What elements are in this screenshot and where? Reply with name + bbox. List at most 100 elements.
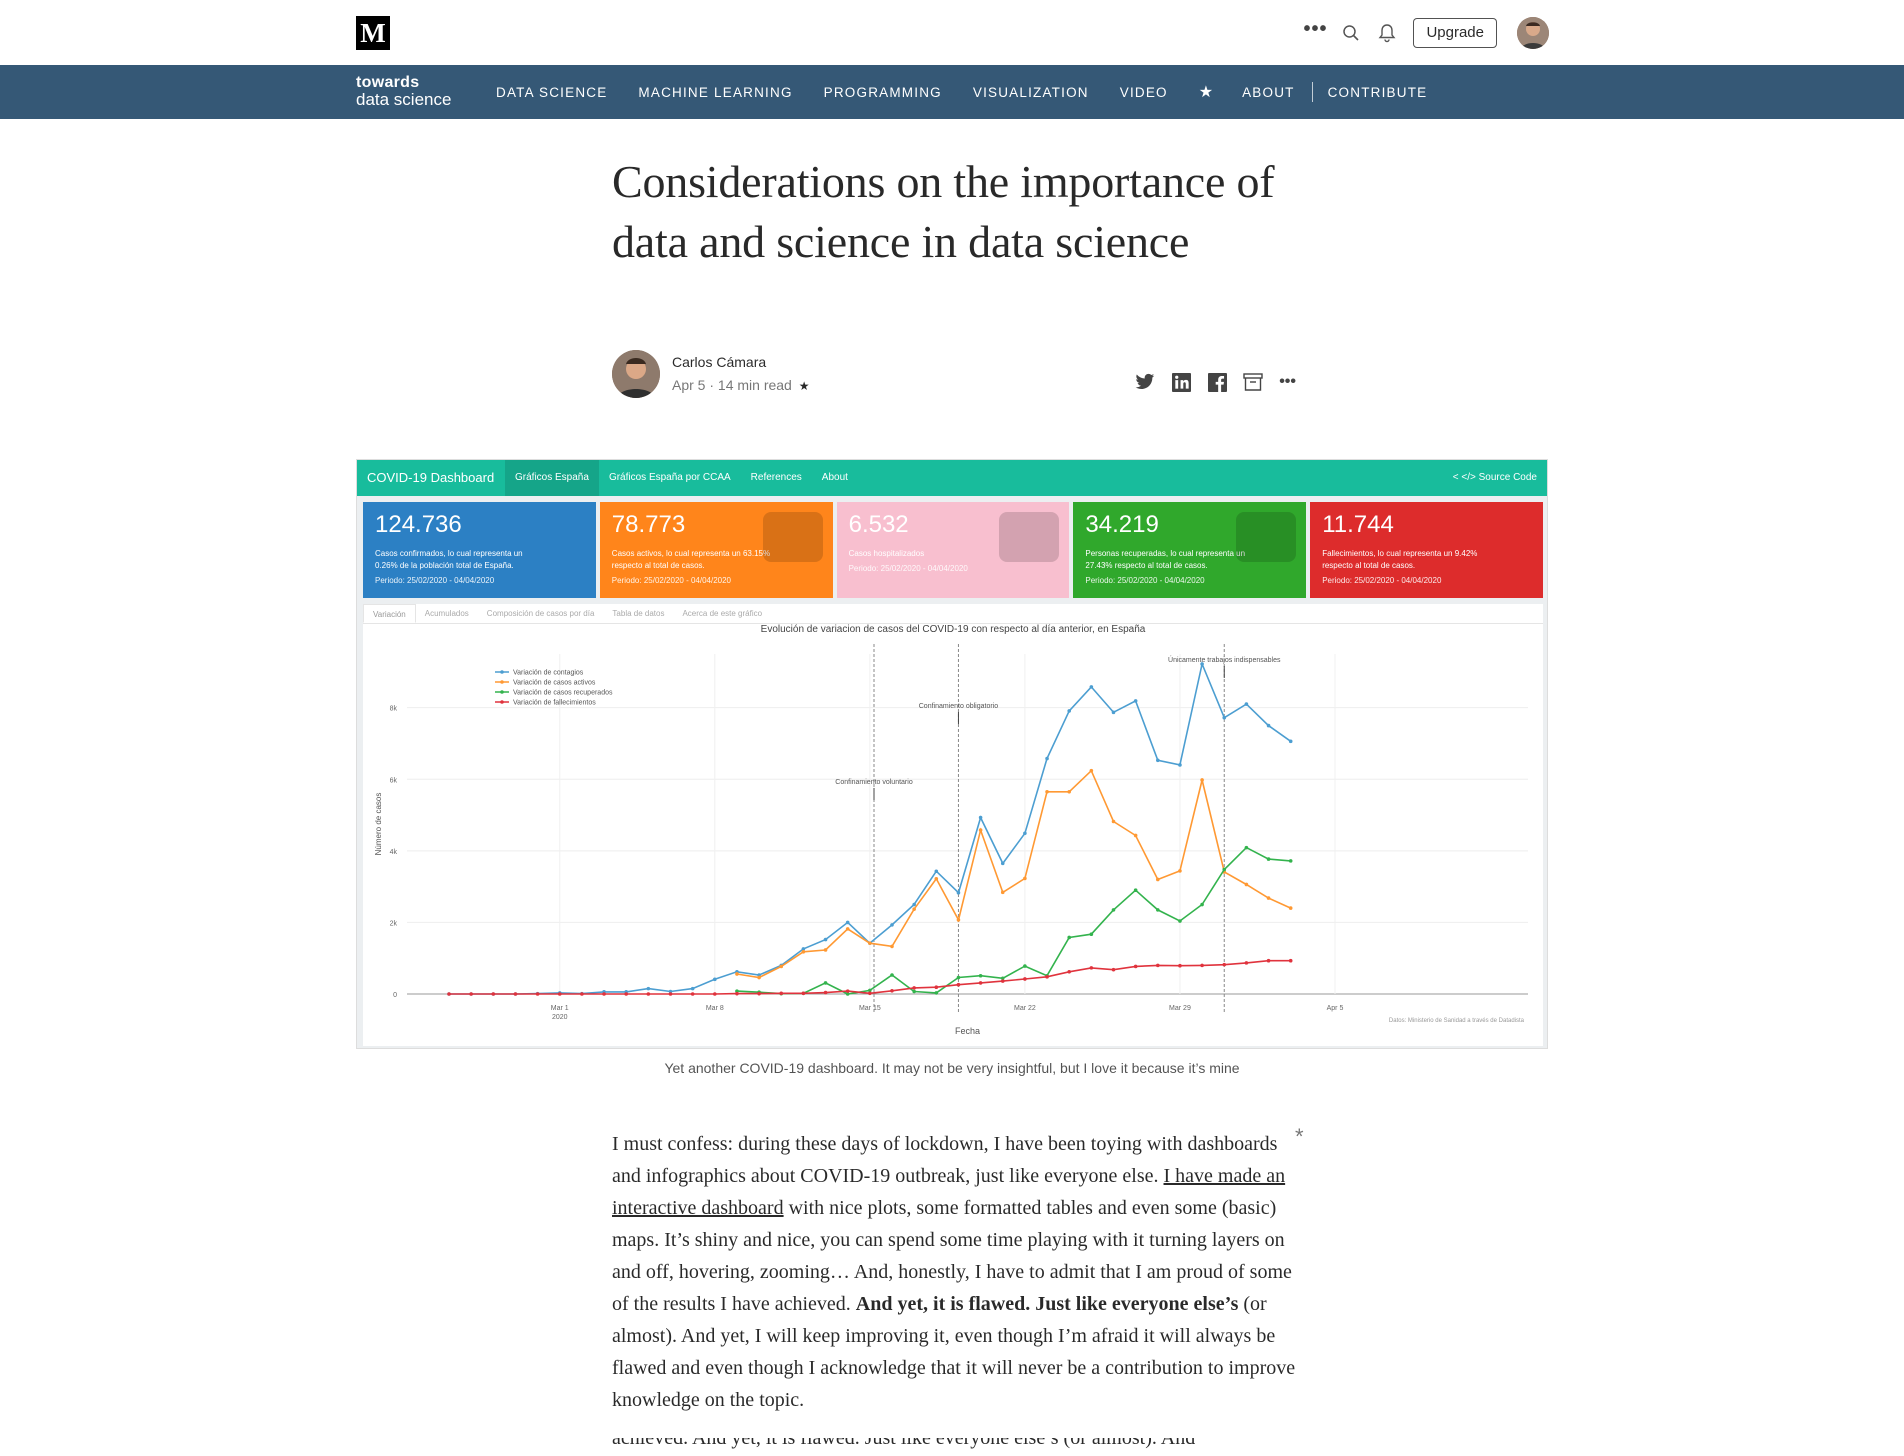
nav-video[interactable]: VIDEO — [1119, 84, 1168, 100]
paragraph-text: I must confess: during these days of loc… — [612, 1133, 1278, 1187]
data-point — [1089, 966, 1094, 970]
value-period: Periodo: 25/02/2020 - 04/04/2020 — [375, 576, 495, 585]
legend-marker — [500, 700, 504, 704]
data-point — [1023, 964, 1027, 968]
data-point — [1133, 833, 1138, 838]
value-number: 124.736 — [375, 511, 462, 538]
logo-line-1: towards — [356, 74, 420, 91]
data-point — [1156, 908, 1160, 912]
data-point — [779, 964, 784, 969]
chart-tab: Composición de casos por día — [486, 609, 595, 618]
data-point — [890, 923, 894, 927]
author-name[interactable]: Carlos Cámara — [672, 354, 767, 370]
data-point — [735, 989, 739, 993]
facebook-icon[interactable] — [1207, 372, 1227, 392]
data-point — [1244, 702, 1249, 706]
data-point — [868, 988, 872, 993]
dashboard-link[interactable]: I have made an interactive dashboard — [612, 1165, 1286, 1219]
nav-visualization[interactable]: VISUALIZATION — [972, 84, 1089, 100]
search-icon[interactable] — [1333, 16, 1369, 50]
data-point — [1288, 906, 1293, 910]
medium-logo[interactable]: M — [356, 16, 390, 50]
data-point — [513, 992, 518, 996]
data-point — [1067, 709, 1071, 713]
doctor-icon — [1236, 512, 1297, 562]
linkedin-icon[interactable] — [1171, 372, 1191, 392]
share-actions: ••• — [1135, 372, 1296, 392]
data-point — [1023, 831, 1027, 836]
source-note: Datos: Ministerio de Sanidad a través de… — [1389, 1018, 1525, 1024]
nav-about[interactable]: ABOUT — [1242, 84, 1295, 100]
data-point — [1000, 890, 1005, 895]
legend-marker — [500, 690, 504, 694]
data-point — [978, 973, 983, 978]
upgrade-button[interactable]: Upgrade — [1413, 18, 1497, 48]
data-point — [602, 992, 606, 996]
towards-data-science-logo[interactable]: towards data science — [356, 74, 451, 108]
bookmark-archive-icon[interactable] — [1243, 372, 1263, 392]
author-avatar[interactable] — [612, 350, 660, 398]
data-point — [1133, 699, 1138, 703]
data-point — [1200, 963, 1204, 968]
dashboard-tab: Gráficos España por CCAA — [608, 472, 731, 483]
data-point — [1244, 882, 1249, 887]
more-options-icon[interactable]: ••• — [1303, 18, 1328, 40]
data-point — [934, 985, 939, 989]
legend-marker — [500, 680, 504, 684]
data-point — [713, 992, 717, 996]
nav-programming[interactable]: PROGRAMMING — [823, 84, 942, 100]
data-point — [469, 992, 473, 996]
star-icon[interactable]: ★ — [1198, 84, 1214, 101]
data-point — [735, 972, 739, 976]
data-point — [912, 989, 916, 994]
data-point — [978, 981, 983, 985]
value-text: Casos activos, lo cual representa un 63.… — [611, 549, 771, 570]
data-point — [757, 973, 761, 977]
event-annotation: Confinamiento obligatorio — [919, 703, 998, 710]
article-paragraph: I must confess: during these days of loc… — [612, 1128, 1296, 1416]
chart-tab: Acumulados — [424, 609, 469, 618]
more-share-options-icon[interactable]: ••• — [1279, 373, 1296, 390]
data-point — [1023, 977, 1027, 981]
chart-tab: Variación — [363, 604, 416, 623]
data-point — [1178, 919, 1182, 923]
data-point — [1156, 758, 1160, 763]
value-text: Casos hospitalizados — [848, 549, 925, 558]
date-read-time: Apr 5 · 14 min read — [672, 377, 792, 393]
data-point — [823, 937, 828, 942]
paragraph-text: with nice plots, some formatted tables a… — [612, 1197, 1292, 1315]
twitter-icon[interactable] — [1135, 372, 1155, 392]
data-point — [668, 992, 673, 996]
x-tick-label: Mar 8 — [706, 1005, 724, 1012]
data-point — [580, 992, 584, 996]
overlapping-text-artifact: achieved. And yet, it is flawed. Just li… — [612, 1438, 1296, 1456]
y-tick-label: 8k — [390, 706, 398, 713]
data-point — [1200, 902, 1204, 907]
data-point — [1200, 778, 1204, 782]
user-avatar[interactable] — [1517, 17, 1549, 49]
nav-divider — [1311, 82, 1313, 102]
data-point — [1178, 963, 1182, 968]
nav-machine-learning[interactable]: MACHINE LEARNING — [638, 84, 793, 100]
nav-data-science[interactable]: DATA SCIENCE — [496, 84, 608, 100]
data-point — [1045, 975, 1049, 979]
line-chart: Evolución de variacion de casos del COVI… — [374, 624, 1528, 1036]
chart-tabs: Variación Acumulados Composición de caso… — [363, 604, 1543, 624]
chart-tab: Acerca de este gráfico — [682, 609, 763, 618]
data-point — [1244, 845, 1249, 850]
data-point — [1244, 961, 1249, 965]
data-point — [823, 981, 828, 985]
data-point — [1067, 935, 1071, 940]
data-point — [690, 986, 695, 991]
data-point — [845, 920, 850, 925]
top-actions: ••• Upgrade — [1297, 16, 1549, 50]
data-point — [1111, 967, 1116, 972]
data-point — [1288, 958, 1293, 963]
notifications-bell-icon[interactable] — [1369, 16, 1405, 50]
data-point — [1089, 685, 1094, 689]
dashboard-tabs: Gráficos España Gráficos España por CCAA… — [505, 460, 858, 496]
data-point — [1266, 723, 1271, 728]
data-point — [801, 947, 806, 951]
data-point — [779, 991, 784, 996]
nav-contribute[interactable]: CONTRIBUTE — [1327, 84, 1428, 100]
